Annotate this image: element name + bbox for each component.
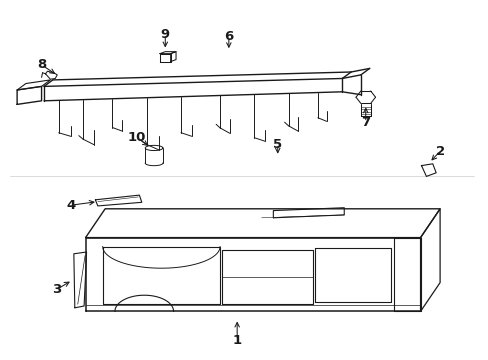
Text: 6: 6 [224, 30, 233, 42]
Text: 9: 9 [161, 28, 169, 41]
Text: 8: 8 [37, 58, 46, 71]
Text: 3: 3 [52, 283, 61, 296]
Text: 4: 4 [66, 199, 75, 212]
Text: 5: 5 [273, 138, 282, 150]
Text: 10: 10 [127, 131, 146, 144]
Text: 1: 1 [232, 334, 241, 347]
Text: 2: 2 [435, 145, 444, 158]
Text: 7: 7 [361, 116, 369, 129]
